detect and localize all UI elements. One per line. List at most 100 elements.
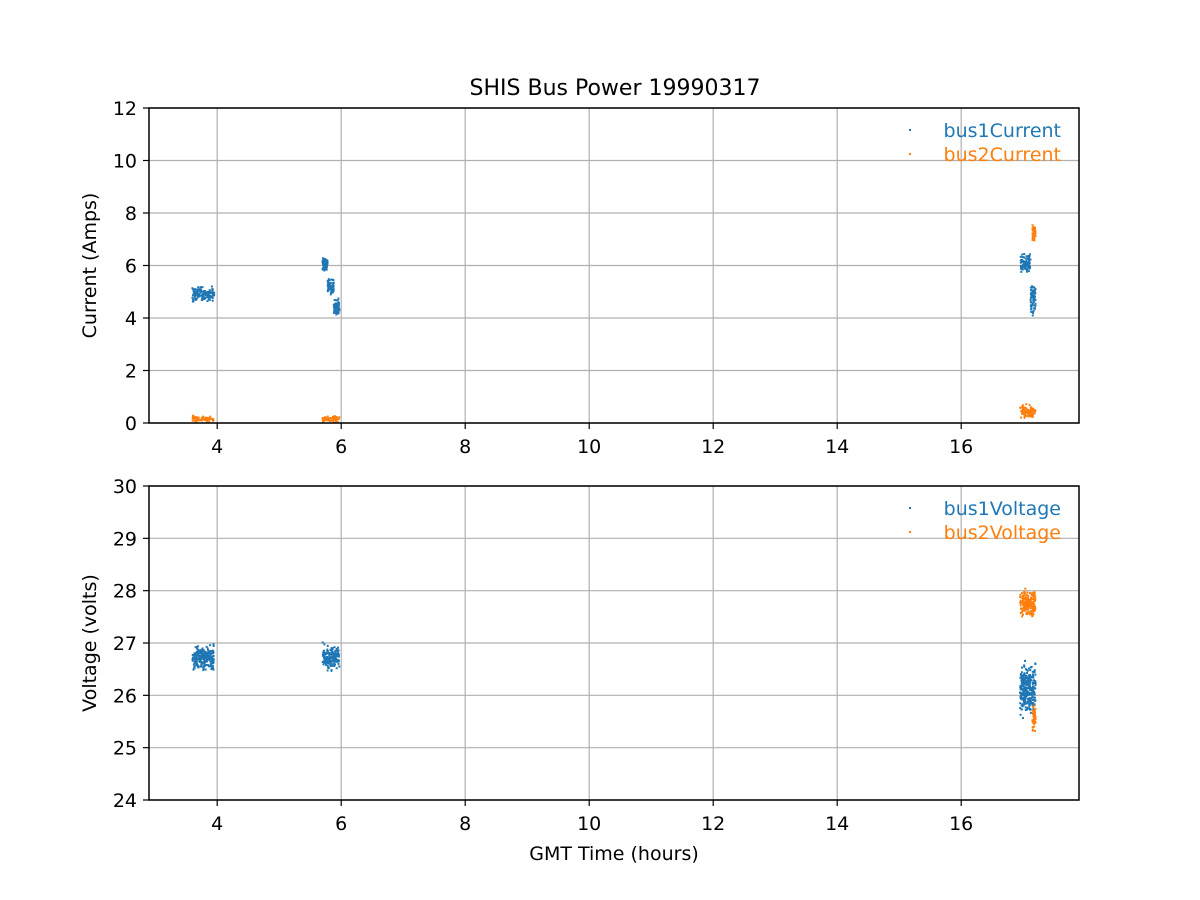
data-point: [1025, 602, 1028, 605]
data-point: [326, 650, 329, 653]
data-point: [333, 654, 336, 657]
data-point: [329, 661, 332, 664]
data-point: [334, 420, 337, 423]
y-tick-label: 10: [113, 151, 137, 173]
data-point: [334, 663, 337, 666]
data-point: [337, 646, 340, 649]
data-point: [1023, 677, 1026, 680]
data-point: [333, 659, 336, 662]
data-point: [194, 417, 197, 420]
data-point: [1033, 591, 1036, 594]
data-point: [326, 657, 329, 660]
data-point: [337, 654, 340, 657]
data-point: [202, 649, 205, 652]
data-point: [323, 264, 326, 267]
data-point: [1034, 304, 1037, 307]
data-point: [326, 415, 329, 418]
current-ticks: 4 6 8 10 12 14 16 0 2 4 6 8 10 12: [113, 98, 973, 458]
data-point: [1033, 307, 1036, 310]
data-point: [1024, 702, 1027, 705]
data-point: [336, 648, 339, 651]
data-point: [1029, 686, 1032, 689]
data-point: [207, 290, 210, 293]
data-point: [1029, 414, 1032, 417]
data-point: [1022, 603, 1025, 606]
data-point: [1023, 665, 1026, 668]
data-point: [1032, 601, 1035, 604]
data-point: [199, 656, 202, 659]
data-point: [1033, 411, 1036, 414]
data-point: [193, 288, 196, 291]
data-point: [1024, 599, 1027, 602]
data-point: [1032, 407, 1035, 410]
data-point: [329, 663, 332, 666]
data-point: [1028, 667, 1030, 670]
data-point: [1020, 267, 1023, 270]
data-point: [1021, 681, 1024, 684]
data-point: [1027, 602, 1030, 605]
data-point: [1025, 677, 1028, 680]
data-point: [1022, 262, 1025, 265]
data-point: [1031, 614, 1034, 617]
data-point: [206, 664, 209, 666]
data-point: [1033, 610, 1036, 613]
data-point: [1032, 591, 1035, 594]
data-point: [198, 289, 201, 292]
data-point: [1021, 613, 1024, 616]
data-point: [331, 290, 334, 293]
data-point: [330, 669, 333, 672]
data-point: [1026, 708, 1029, 711]
data-point: [322, 418, 325, 421]
data-point: [207, 651, 210, 654]
data-point: [332, 660, 335, 663]
data-point: [1027, 255, 1030, 258]
data-point: [211, 652, 214, 655]
data-point: [328, 660, 331, 663]
data-point: [1031, 675, 1034, 678]
data-point: [337, 417, 340, 420]
data-point: [337, 662, 340, 665]
data-point: [1024, 687, 1027, 690]
data-point: [1023, 606, 1026, 609]
data-point: [1028, 264, 1031, 267]
data-point: [1030, 693, 1033, 696]
data-point: [208, 656, 211, 659]
data-point: [208, 294, 211, 297]
data-point: [1027, 698, 1030, 701]
data-point: [1031, 670, 1034, 673]
data-point: [211, 294, 214, 297]
data-point: [207, 292, 210, 295]
data-point: [206, 295, 209, 298]
data-point: [1020, 704, 1023, 707]
data-point: [331, 647, 334, 650]
voltage-axes-frame: [148, 485, 1080, 801]
data-point: [326, 288, 329, 291]
data-point: [327, 419, 330, 422]
data-point: [194, 298, 197, 301]
data-point: [335, 310, 338, 313]
data-point: [331, 664, 334, 667]
data-point: [195, 646, 198, 649]
data-point: [1023, 695, 1026, 698]
data-point: [1031, 610, 1034, 613]
data-point: [1026, 610, 1029, 613]
data-point: [1031, 683, 1034, 686]
data-point: [196, 654, 199, 657]
data-point: [324, 658, 327, 661]
data-point: [1032, 409, 1035, 412]
data-point: [1023, 414, 1026, 417]
data-point: [1031, 709, 1034, 712]
data-point: [323, 661, 326, 664]
data-point: [1019, 261, 1022, 264]
data-point: [194, 646, 197, 649]
x-axis-label: GMT Time (hours): [529, 843, 699, 865]
data-point: [197, 294, 200, 297]
data-point: [1034, 662, 1037, 665]
data-point: [191, 653, 194, 656]
data-point: [335, 660, 338, 663]
data-point: [1021, 675, 1024, 678]
data-point: [204, 668, 207, 671]
data-point: [1024, 668, 1027, 671]
